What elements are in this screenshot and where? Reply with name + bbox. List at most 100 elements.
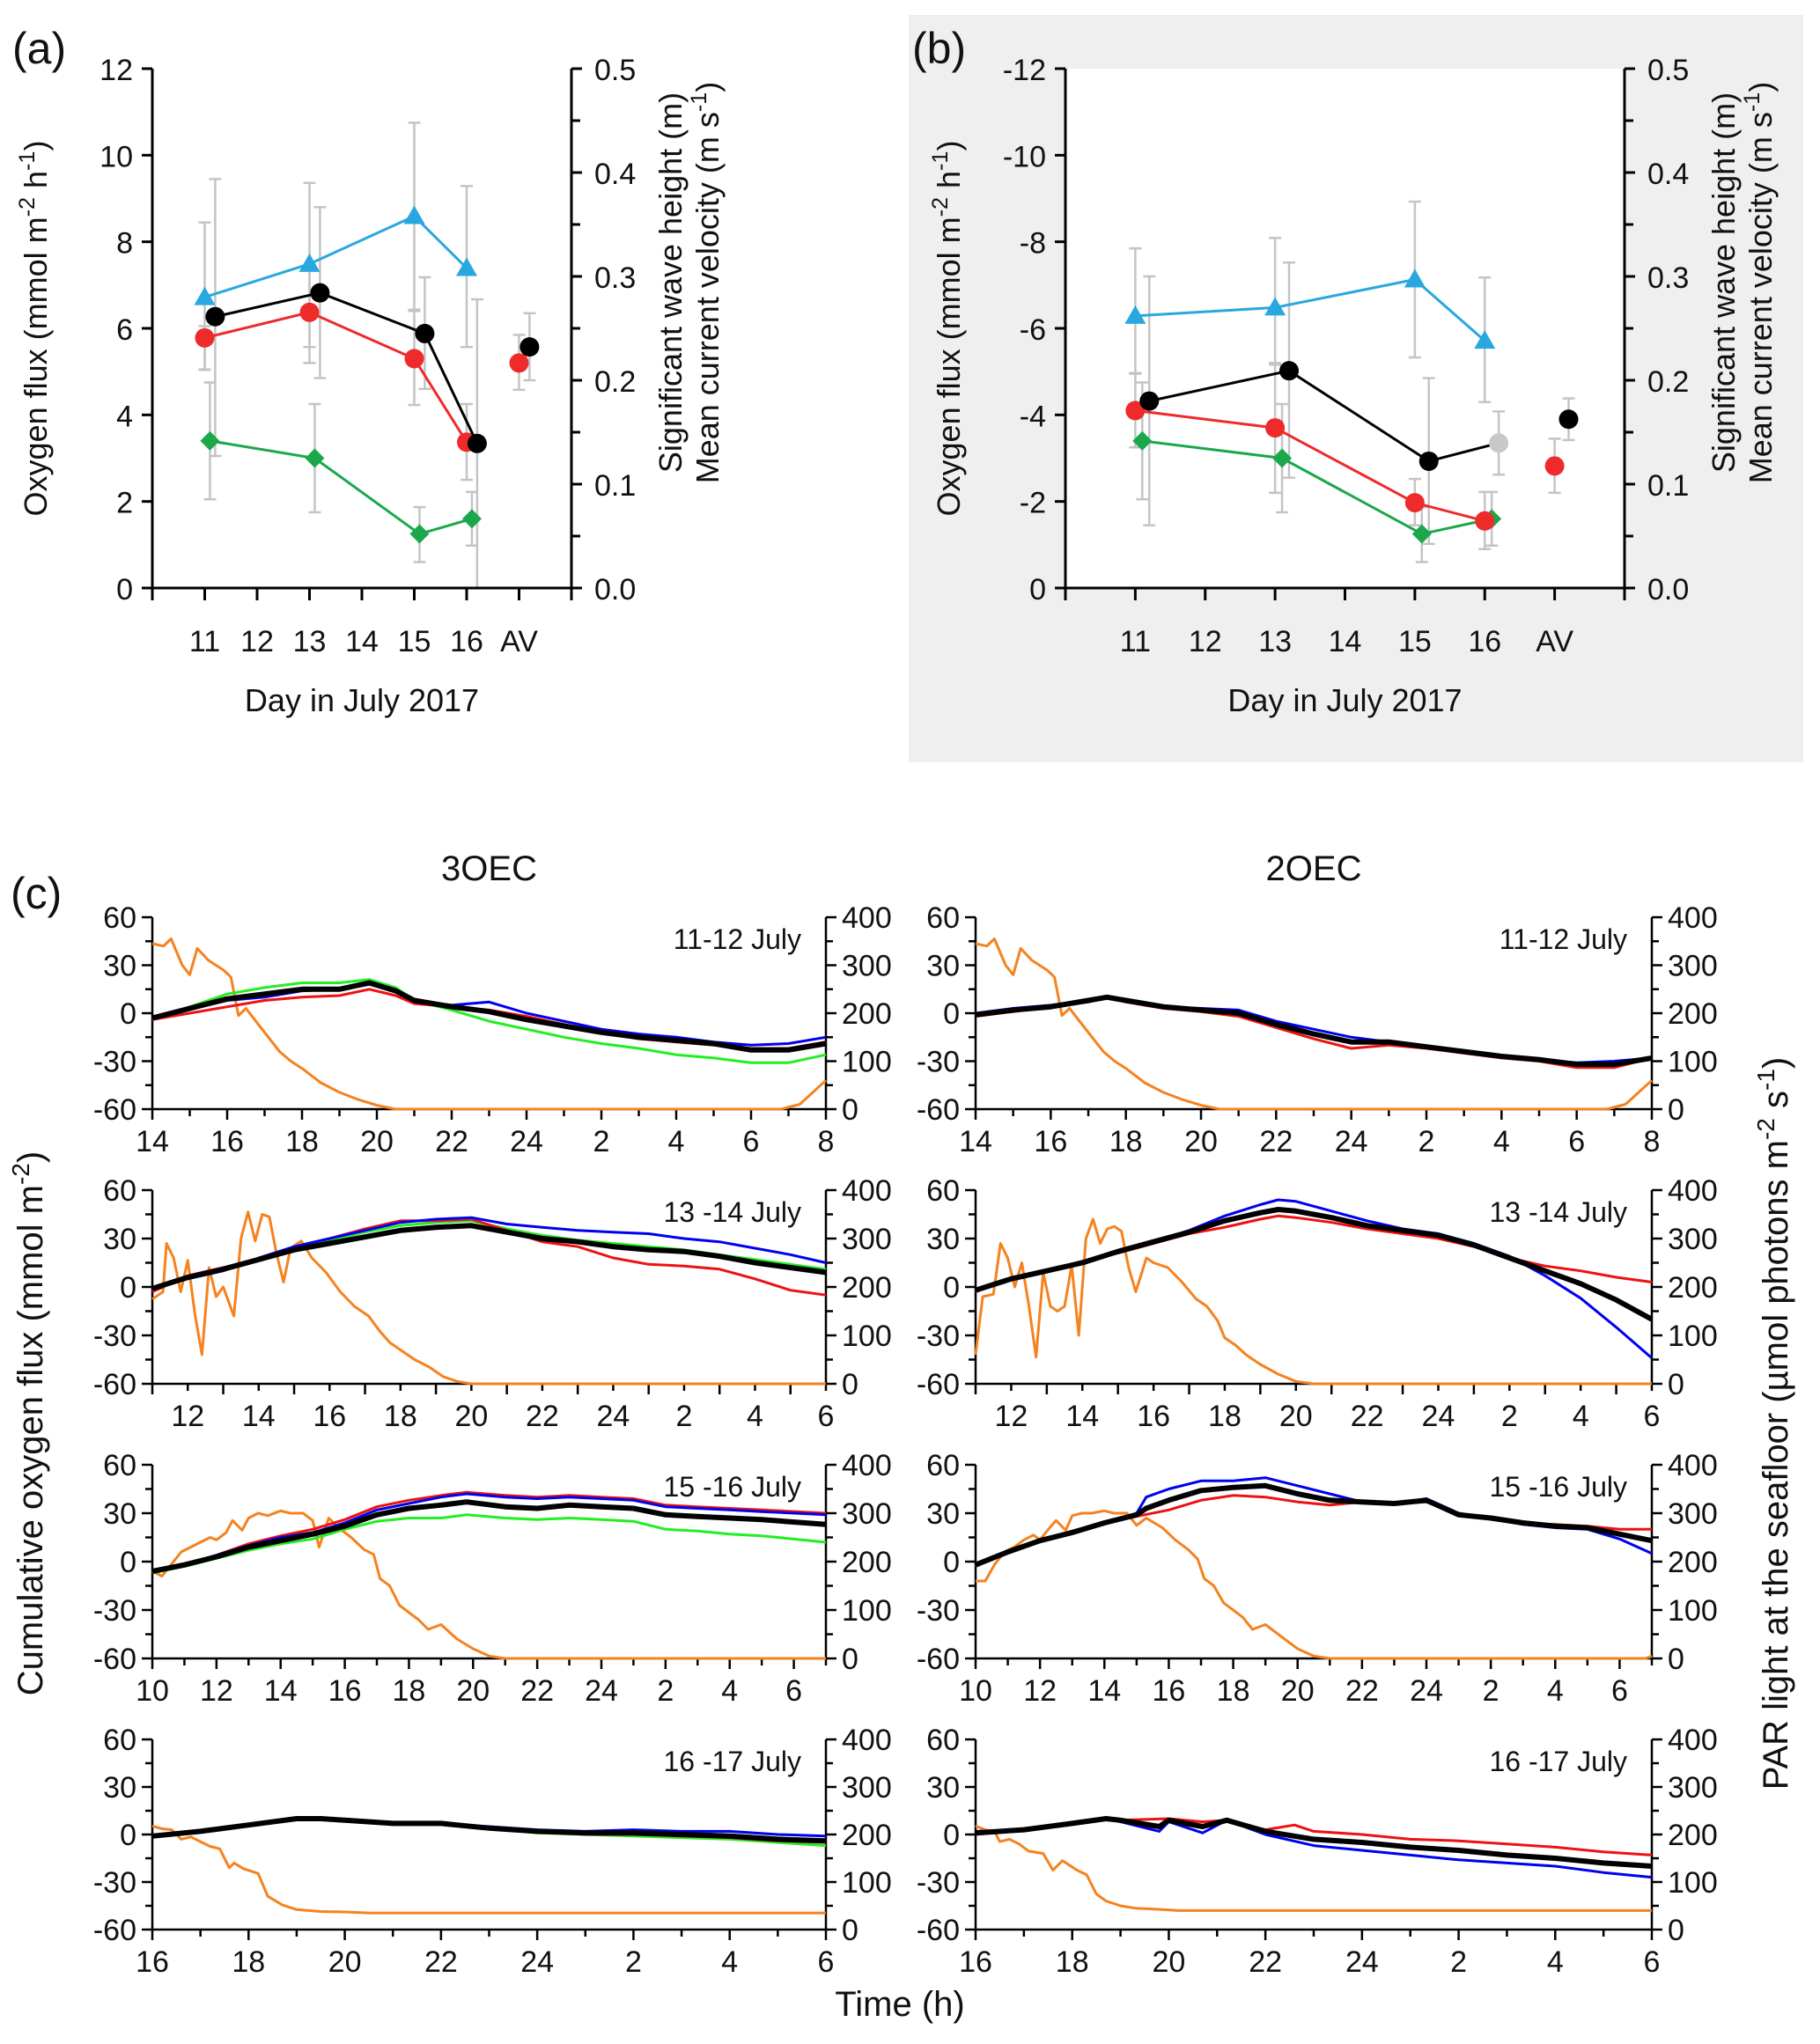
y-tick-label: -30 — [917, 1866, 960, 1900]
y-tick-label: 30 — [926, 1771, 960, 1805]
data-point-circle — [509, 353, 529, 373]
date-label: 13 -14 July — [1489, 1196, 1627, 1228]
label-part: ) — [689, 82, 726, 92]
date-label: 11-12 July — [674, 923, 801, 955]
x-tick-label: 22 — [526, 1400, 559, 1433]
y-tick-label: 0 — [943, 1546, 960, 1579]
label-part: Cumulative oxygen flux (mmol m — [11, 1185, 50, 1695]
data-point-diamond — [409, 524, 430, 544]
y-axis-title: Oxygen flux (mmol m-2 h-1) — [15, 141, 54, 517]
x-tick-label: 14 — [1329, 625, 1362, 658]
y2-tick-label: 0.3 — [1647, 261, 1689, 295]
x-tick-label: 2 — [1418, 1125, 1435, 1158]
date-label: 15 -16 July — [1489, 1471, 1627, 1503]
x-tick-label: 6 — [1644, 1945, 1661, 1979]
y-tick-label: 0 — [120, 1271, 136, 1305]
flux-line-mean — [975, 994, 1653, 1068]
y-tick-label: -60 — [93, 1368, 136, 1401]
data-point-circle — [415, 323, 435, 343]
data-point-diamond — [1411, 524, 1432, 544]
x-axis-title: Day in July 2017 — [1227, 682, 1462, 718]
y2-tick-label: 300 — [842, 1223, 892, 1256]
x-tick-label: AV — [500, 625, 538, 658]
y2-tick-label: 200 — [842, 1546, 892, 1579]
y2-tick-label: 0.0 — [594, 573, 636, 607]
label-part: s — [1757, 1091, 1795, 1118]
x-tick-label: 14 — [1065, 1400, 1099, 1433]
x-tick-label: 4 — [747, 1400, 763, 1433]
series-line — [1148, 369, 1499, 463]
y-tick-label: 4 — [116, 400, 133, 433]
y2-tick-label: 0 — [842, 1093, 858, 1127]
x-tick-label: 6 — [1568, 1125, 1585, 1158]
x-tick-label: 4 — [1493, 1125, 1510, 1158]
data-point-circle — [467, 433, 487, 453]
data-point-circle — [1125, 401, 1146, 421]
y2-tick-label: 400 — [1668, 901, 1718, 935]
par-light-line — [151, 1824, 826, 1915]
data-point-circle — [195, 327, 215, 348]
data-point-triangle — [1124, 305, 1146, 324]
data-point-diamond — [305, 448, 325, 468]
y2-tick-label: 300 — [1668, 950, 1718, 983]
y-tick-label: -60 — [917, 1643, 960, 1676]
y-tick-label: 30 — [103, 950, 136, 983]
panel-a-label: (a) — [12, 24, 66, 73]
panel-b-label: (b) — [912, 24, 966, 73]
x-tick-label: 16 — [1468, 625, 1501, 658]
x-tick-label: 14 — [345, 625, 379, 658]
x-tick-label: 4 — [721, 1945, 738, 1979]
x-tick-label: 22 — [1249, 1945, 1282, 1979]
superscript: -1 — [15, 151, 40, 171]
y-tick-label: 0 — [120, 1819, 136, 1852]
x-tick-label: 24 — [1345, 1945, 1379, 1979]
x-tick-label: 16 — [1137, 1400, 1170, 1433]
y2-tick-label: 0.3 — [594, 261, 636, 295]
y2-tick-label: 0 — [842, 1643, 858, 1676]
x-tick-label: 18 — [1109, 1125, 1143, 1158]
data-point-circle — [1279, 361, 1299, 381]
y-tick-label: 30 — [926, 950, 960, 983]
column-title-2oec: 2OEC — [1266, 849, 1362, 888]
x-tick-label: 20 — [1279, 1400, 1313, 1433]
x-tick-label: 16 — [210, 1125, 244, 1158]
y-tick-label: 0 — [1029, 573, 1046, 607]
column-title-3oec: 3OEC — [441, 849, 537, 888]
y2-tick-label: 0 — [842, 1914, 858, 1947]
x-tick-label: 18 — [1056, 1945, 1089, 1979]
x-tick-label: 10 — [959, 1674, 992, 1708]
y-tick-label: 0 — [116, 573, 133, 607]
y2-tick-label: 400 — [1668, 1449, 1718, 1482]
y2-tick-label: 400 — [842, 901, 892, 935]
data-point-diamond — [461, 509, 482, 529]
y-tick-label: 60 — [926, 1174, 960, 1208]
x-tick-label: 15 — [1398, 625, 1432, 658]
y2-tick-label: 400 — [842, 1449, 892, 1482]
x-tick-label: 10 — [136, 1674, 169, 1708]
data-point-triangle — [298, 253, 321, 272]
label-part: ) — [18, 141, 54, 151]
y2-tick-label: 100 — [1668, 1046, 1718, 1079]
panel-a-chart: 0 2 4 6 8 10 12 0.0 0.1 0.2 0.3 0.4 0.5 11 12 13 14 15 16 A… — [15, 54, 726, 718]
x-tick-label: 12 — [171, 1400, 204, 1433]
x-tick-label: 6 — [785, 1674, 802, 1708]
y2-tick-label: 400 — [1668, 1724, 1718, 1757]
y-tick-label: 0 — [943, 1271, 960, 1305]
y2-tick-label: 0.2 — [594, 365, 636, 399]
y-tick-label: -30 — [93, 1594, 136, 1628]
data-point-circle — [310, 283, 330, 303]
y2-tick-label: 200 — [842, 1271, 892, 1305]
x-tick-label: 12 — [200, 1674, 233, 1708]
superscript: -1 — [928, 151, 953, 171]
x-tick-label: 24 — [510, 1125, 543, 1158]
y2-tick-label: 0.2 — [1647, 365, 1689, 399]
superscript: -1 — [1740, 92, 1765, 112]
x-tick-label: 18 — [393, 1674, 426, 1708]
data-point-triangle — [194, 286, 216, 305]
series-line — [210, 439, 473, 536]
y2-tick-label: 0.4 — [1647, 158, 1689, 191]
x-tick-label: 15 — [398, 625, 431, 658]
x-tick-label: 24 — [597, 1400, 630, 1433]
